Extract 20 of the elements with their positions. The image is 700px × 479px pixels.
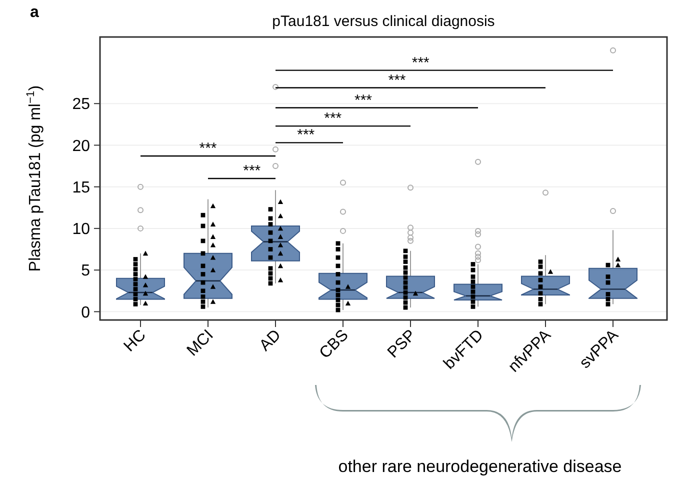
x-tick-label: HC (120, 326, 150, 356)
annotation: *** (324, 110, 342, 128)
y-tick-label: 25 (72, 96, 90, 114)
annotation: *** (297, 126, 315, 144)
text: other rare neurodegenerative disease (338, 457, 622, 476)
annotation: *** (388, 72, 406, 89)
y-tick-label: 15 (72, 179, 90, 196)
annotation: *** (243, 162, 261, 180)
text: a (30, 4, 39, 21)
annotation: *** (199, 140, 217, 158)
y-tick-label: 10 (72, 221, 90, 238)
annotation: *** (354, 92, 372, 109)
annotation: *** (412, 54, 430, 72)
y-tick-label: 20 (72, 138, 90, 155)
x-tick-label: CBS (316, 326, 352, 362)
x-tick-label: MCI (184, 326, 217, 360)
chart-title: pTau181 versus clinical diagnosis (272, 13, 495, 30)
y-tick-label: 5 (81, 262, 90, 280)
x-tick-label: AD (256, 326, 284, 355)
y-tick-label: 0 (81, 304, 90, 322)
